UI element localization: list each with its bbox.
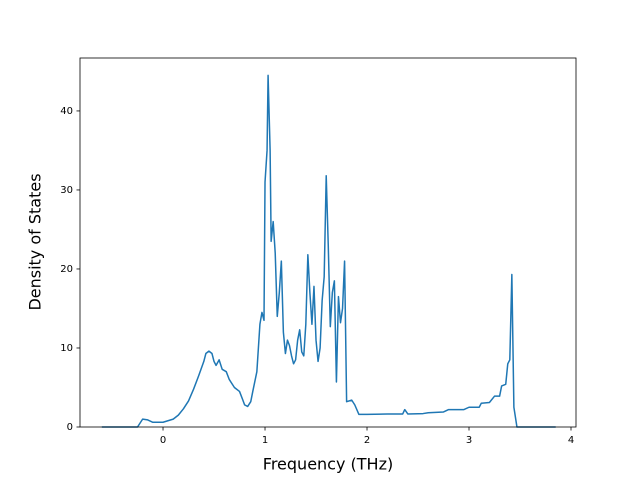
y-axis-label: Density of States — [26, 173, 45, 310]
line — [101, 74, 556, 428]
x-tick-label: 3 — [466, 435, 472, 446]
x-tick-label: 0 — [160, 435, 166, 446]
x-axis-label: Frequency (THz) — [263, 455, 393, 474]
x-tick-label: 4 — [568, 435, 574, 446]
plot-frame — [79, 57, 577, 428]
y-tick-label: 0 — [67, 422, 73, 433]
y-tick-label: 30 — [60, 185, 73, 196]
x-tick-label: 2 — [364, 435, 370, 446]
y-tick-label: 10 — [60, 343, 73, 354]
y-tick-label: 40 — [60, 106, 73, 117]
y-tick-label: 20 — [60, 264, 73, 275]
x-tick-label: 1 — [262, 435, 268, 446]
